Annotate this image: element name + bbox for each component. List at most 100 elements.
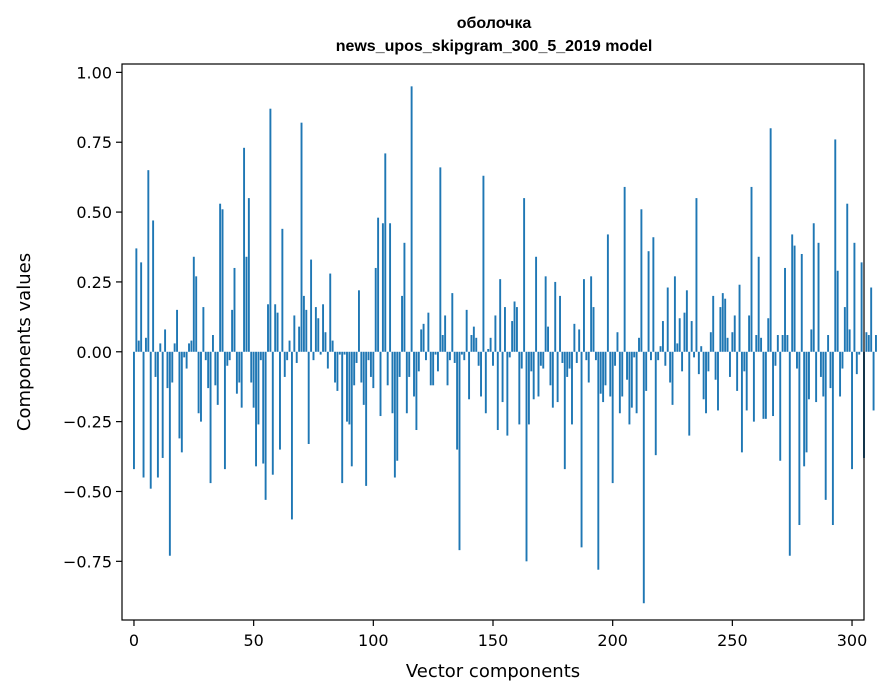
- bar-257: [748, 315, 751, 352]
- bar-118: [415, 351, 418, 431]
- bar-40: [228, 351, 231, 361]
- bar-109: [393, 351, 396, 478]
- bar-50: [252, 351, 255, 408]
- bar-179: [561, 351, 564, 363]
- bar-104: [381, 223, 384, 352]
- bar-203: [618, 351, 621, 414]
- bar-269: [776, 335, 779, 352]
- bar-155: [504, 307, 506, 352]
- bar-165: [527, 351, 530, 425]
- bar-121: [422, 323, 425, 352]
- bar-212: [640, 209, 643, 352]
- bar-150: [492, 351, 494, 366]
- bar-228: [678, 318, 681, 352]
- bar-73: [307, 351, 310, 444]
- bar-129: [441, 335, 444, 352]
- bar-64: [286, 351, 289, 361]
- bar-75: [312, 351, 315, 361]
- bar-307: [867, 335, 870, 352]
- bar-82: [329, 273, 332, 352]
- bar-48: [247, 198, 250, 352]
- bar-81: [326, 351, 329, 369]
- bar-264: [764, 351, 767, 419]
- bar-171: [542, 351, 545, 369]
- bar-43: [235, 351, 238, 394]
- y-axis-label: Components values: [14, 253, 35, 431]
- bar-229: [681, 351, 684, 372]
- bar-214: [645, 351, 648, 391]
- bar-28: [200, 351, 202, 422]
- bar-276: [793, 245, 796, 352]
- bar-95: [360, 351, 363, 383]
- bar-304: [860, 262, 863, 352]
- bars-group: [133, 86, 877, 604]
- bar-128: [439, 167, 442, 352]
- bar-183: [571, 351, 573, 425]
- bar-231: [685, 290, 688, 352]
- x-tick-label-300: 300: [837, 631, 868, 650]
- bar-235: [695, 198, 698, 352]
- bar-91: [350, 351, 353, 467]
- bar-126: [434, 351, 437, 355]
- bar-37: [221, 209, 224, 352]
- bar-201: [614, 351, 617, 366]
- bar-209: [633, 351, 636, 358]
- bar-68: [295, 351, 298, 363]
- bar-275: [791, 234, 794, 352]
- bar-38: [223, 351, 226, 470]
- bar-69: [298, 326, 301, 352]
- bar-84: [334, 351, 336, 383]
- bar-94: [358, 290, 360, 352]
- bar-18: [176, 309, 178, 352]
- bar-122: [425, 351, 427, 361]
- bar-44: [238, 351, 241, 383]
- bar-111: [398, 351, 401, 377]
- bar-105: [384, 153, 387, 352]
- bar-78: [319, 351, 322, 355]
- bar-49: [250, 351, 253, 383]
- bar-1: [135, 248, 138, 352]
- bar-9: [154, 351, 157, 377]
- bar-80: [324, 332, 327, 352]
- bar-278: [798, 351, 801, 526]
- bar-283: [810, 329, 813, 352]
- bar-6: [147, 170, 150, 352]
- bar-112: [401, 295, 403, 352]
- bar-299: [848, 329, 851, 352]
- bar-273: [786, 335, 789, 352]
- bar-239: [705, 351, 707, 414]
- bar-141: [470, 335, 473, 352]
- bar-293: [834, 139, 837, 352]
- bar-265: [767, 318, 770, 352]
- bar-294: [836, 270, 839, 352]
- bar-100: [372, 351, 375, 389]
- bar-152: [496, 351, 499, 431]
- bar-62: [281, 228, 284, 352]
- bar-211: [638, 337, 640, 352]
- bar-243: [714, 351, 717, 380]
- bar-132: [448, 351, 451, 361]
- bar-98: [367, 351, 370, 361]
- bar-300: [851, 351, 853, 470]
- bar-142: [472, 326, 475, 352]
- bar-187: [580, 351, 583, 548]
- bar-74: [310, 259, 313, 352]
- bar-93: [355, 351, 358, 363]
- bar-174: [549, 351, 552, 386]
- bar-76: [314, 307, 317, 352]
- bar-216: [650, 351, 652, 361]
- bar-240: [707, 351, 710, 372]
- bar-249: [729, 351, 731, 377]
- bar-267: [772, 351, 774, 417]
- bar-208: [630, 351, 633, 408]
- bar-288: [822, 351, 825, 397]
- bar-67: [293, 315, 296, 352]
- bar-3: [140, 262, 143, 352]
- bar-200: [611, 351, 614, 484]
- bar-55: [264, 351, 267, 500]
- bar-237: [700, 346, 703, 352]
- bar-107: [389, 223, 392, 352]
- bar-191: [590, 276, 593, 352]
- bar-53: [259, 351, 262, 361]
- bar-172: [544, 276, 547, 352]
